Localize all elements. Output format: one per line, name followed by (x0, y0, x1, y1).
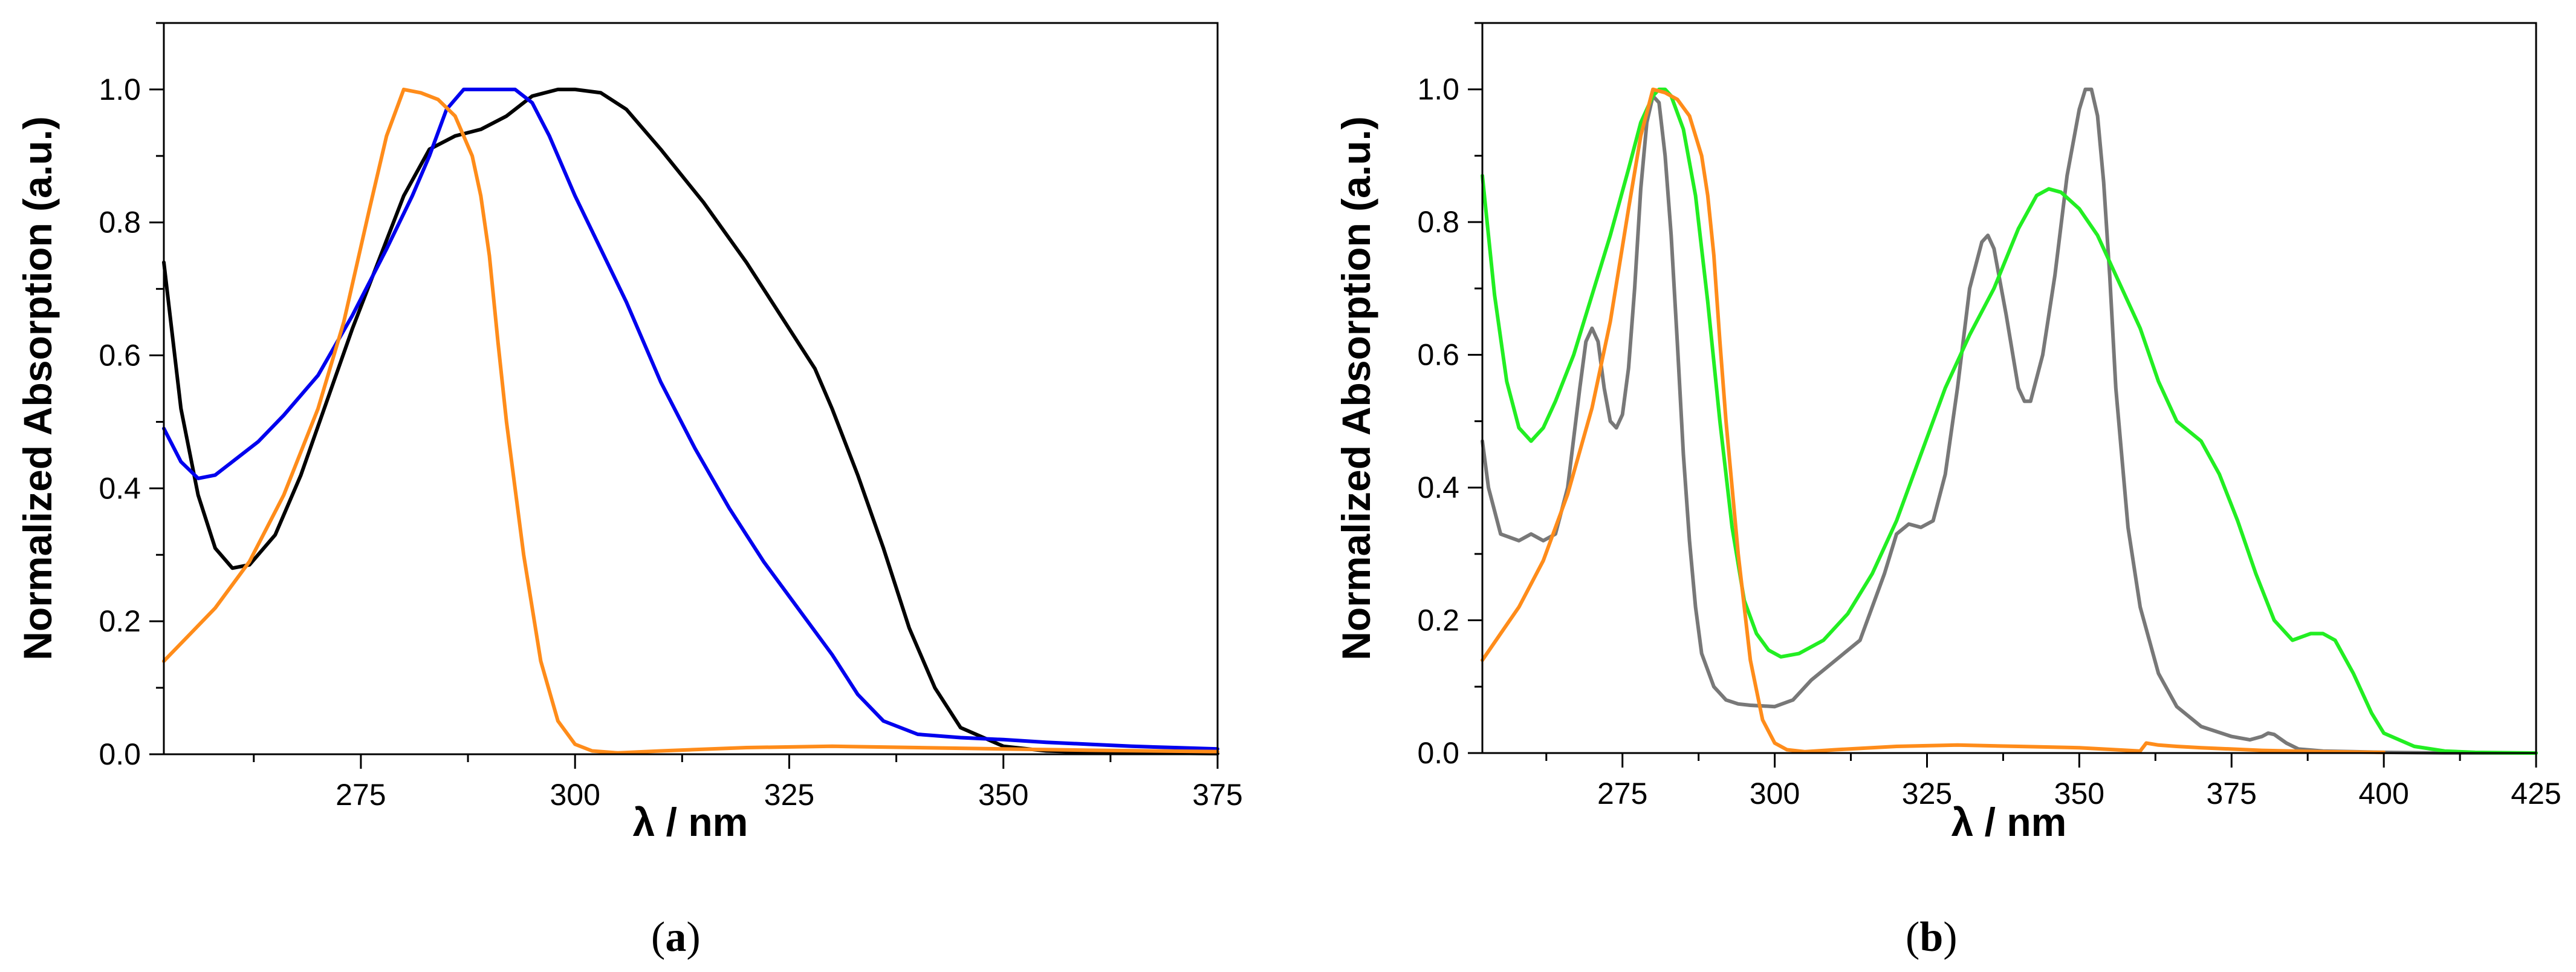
panel-a-caption: (a) (651, 914, 701, 961)
panel-a-ylabel: Normalized Absorption (a.u.) (15, 116, 60, 661)
panel-a-xlabel: λ / nm (633, 800, 748, 844)
panel-b-xtick-label: 300 (1750, 777, 1800, 811)
panel-b-ytick-label: 0.8 (1417, 205, 1459, 239)
panel-b-xtick-label: 400 (2358, 777, 2409, 811)
panel-a-xtick-label: 275 (336, 778, 386, 812)
panel-b-caption-letter: b (1919, 914, 1943, 961)
panel-a-series-black (162, 87, 1219, 755)
panel-b-ytick-label: 0.6 (1417, 338, 1459, 372)
panel-a-series (162, 87, 1219, 755)
panel-a-xtick-label: 375 (1192, 778, 1242, 812)
panel-a-ytick-label: 0.6 (99, 339, 141, 373)
panel-b-ytick-label: 0.0 (1417, 736, 1459, 770)
panel-a-xtick-label: 300 (550, 778, 600, 812)
panel-b-series-gray (1481, 87, 2538, 755)
panel-a-xtick-label: 350 (978, 778, 1028, 812)
panel-b-ytick-label: 1.0 (1417, 73, 1459, 106)
panel-a-xtick-label: 325 (764, 778, 814, 812)
panel-a-ytick-label: 0.0 (99, 737, 141, 771)
panel-b-xtick-label: 325 (1902, 777, 1952, 811)
panel-a-ytick-label: 0.8 (99, 206, 141, 240)
panel-a-caption-letter: a (665, 914, 686, 961)
panel-b-xtick-label: 425 (2511, 777, 2561, 811)
panel-a-ytick-label: 0.4 (99, 471, 141, 505)
panel-b-caption: (b) (1906, 914, 1958, 961)
panel-b-xtick-label: 375 (2206, 777, 2256, 811)
panel-b-ylabel: Normalized Absorption (a.u.) (1334, 116, 1378, 661)
panel-b-series-green (1481, 87, 2538, 755)
panel-a-ytick-label: 1.0 (99, 73, 141, 106)
panel-b-ytick-label: 0.4 (1417, 471, 1459, 504)
panel-b-xtick-label: 275 (1597, 777, 1647, 811)
panel-b: 275 300 325 350 375 400 425 0.0 0.2 0.4 … (1334, 22, 2561, 961)
panel-b-series (1481, 87, 2538, 755)
panel-a-ytick-label: 0.2 (99, 604, 141, 638)
panel-b-xlabel: λ / nm (1951, 800, 2067, 844)
panel-a-frame (163, 22, 1219, 755)
panel-a-series-orange (162, 87, 1219, 755)
panel-a-ticks (149, 22, 1219, 769)
panel-a-series-blue (162, 87, 1219, 751)
panel-b-series-orange (1481, 87, 2386, 754)
panel-b-ticks (1468, 22, 2537, 768)
panel-a: 275 300 325 350 375 0.0 0.2 0.4 0.6 0.8 … (15, 22, 1243, 961)
panel-b-xtick-label: 350 (2054, 777, 2104, 811)
panel-b-frame (1481, 22, 2537, 754)
panel-b-ytick-label: 0.2 (1417, 604, 1459, 638)
